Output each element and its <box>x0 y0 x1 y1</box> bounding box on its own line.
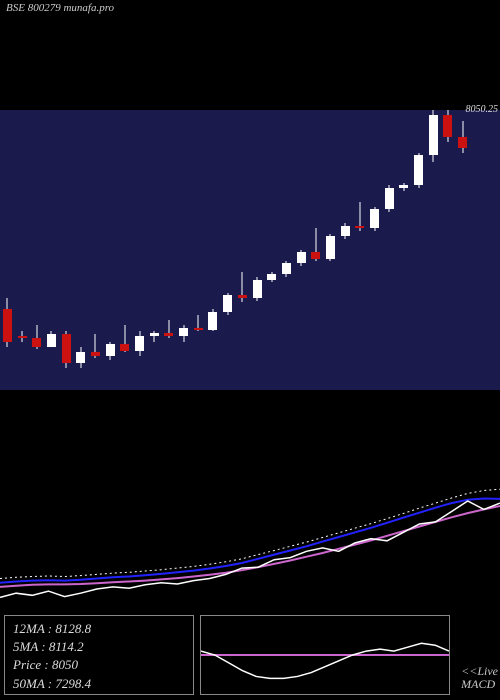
candle <box>414 110 423 390</box>
stats-label: 50MA <box>13 676 45 691</box>
macd-box <box>200 615 450 695</box>
candle <box>370 110 379 390</box>
candle <box>458 110 467 390</box>
candle <box>179 110 188 390</box>
candle <box>47 110 56 390</box>
candle <box>443 110 452 390</box>
stats-label: 12MA <box>13 621 45 636</box>
moving-average-panel <box>0 480 500 610</box>
candle <box>194 110 203 390</box>
candle <box>164 110 173 390</box>
candle <box>297 110 306 390</box>
macd-label: <<Live MACD <box>461 665 498 691</box>
candle <box>135 110 144 390</box>
stats-value: 7298.4 <box>55 676 91 691</box>
candle <box>267 110 276 390</box>
candle <box>62 110 71 390</box>
stats-value: 8050 <box>52 657 78 672</box>
indicator-line-price-line <box>0 501 500 597</box>
candle <box>429 110 438 390</box>
candle <box>208 110 217 390</box>
candle <box>355 110 364 390</box>
candle <box>3 110 12 390</box>
candlestick-panel: 8050.25 <box>0 110 500 390</box>
stats-label: Price <box>13 657 41 672</box>
indicator-line-upper-dotted <box>0 489 500 578</box>
candle <box>76 110 85 390</box>
header-title: BSE 800279 munafa.pro <box>6 2 114 14</box>
candle <box>399 110 408 390</box>
candle <box>282 110 291 390</box>
candle <box>253 110 262 390</box>
stats-row: 12MA : 8128.8 <box>13 620 185 638</box>
last-price-label: 8050.25 <box>466 104 499 115</box>
candle <box>32 110 41 390</box>
candle <box>238 110 247 390</box>
candle <box>150 110 159 390</box>
candle <box>223 110 232 390</box>
macd-label-line2: MACD <box>461 677 495 691</box>
macd-line <box>201 643 449 678</box>
stats-label: 5MA <box>13 639 38 654</box>
indicator-line-pink-ma <box>0 506 500 587</box>
candle <box>18 110 27 390</box>
stats-value: 8114.2 <box>49 639 84 654</box>
candle <box>106 110 115 390</box>
indicator-line-blue-ma <box>0 499 500 583</box>
candle <box>341 110 350 390</box>
stats-value: 8128.8 <box>55 621 91 636</box>
candle <box>311 110 320 390</box>
candle-area <box>0 110 470 390</box>
stats-row: 5MA : 8114.2 <box>13 638 185 656</box>
macd-label-line1: <<Live <box>461 664 498 678</box>
candle <box>385 110 394 390</box>
candle <box>326 110 335 390</box>
candle <box>120 110 129 390</box>
stats-box: 12MA : 8128.85MA : 8114.2Price : 805050M… <box>4 615 194 695</box>
candle <box>91 110 100 390</box>
stats-row: Price : 8050 <box>13 656 185 674</box>
stats-row: 50MA : 7298.4 <box>13 675 185 693</box>
chart-header: BSE 800279 munafa.pro <box>0 0 500 20</box>
